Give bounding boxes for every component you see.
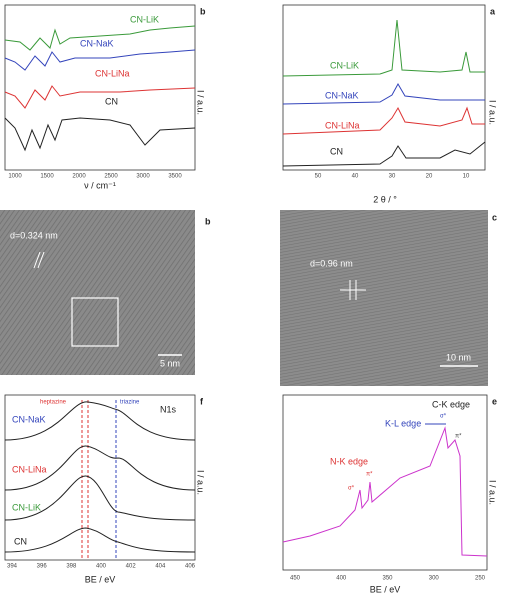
annotation: heptazine: [40, 400, 67, 406]
panel-letter: a: [490, 6, 496, 16]
x-axis-title: ν / cm⁻¹: [84, 180, 116, 190]
x-tick-label: 394: [7, 564, 18, 570]
x-tick-label: 3000: [136, 174, 150, 180]
curve: [4, 25, 196, 51]
panel-tem-left: d=0.324 nm 5 nm b: [0, 210, 211, 375]
x-tick-label: 350: [382, 576, 393, 582]
x-tick-label: 400: [96, 564, 107, 570]
x-tick-label: 400: [336, 576, 347, 582]
curve: [282, 106, 485, 135]
series-label: CN-LiK: [12, 502, 41, 512]
x-tick-label: 2500: [104, 174, 118, 180]
x-tick-label: 250: [475, 576, 486, 582]
curve: [282, 19, 485, 77]
curve: [4, 49, 196, 71]
x-ticks: 50 40 30 20 10: [315, 174, 470, 180]
series-label: CN-LiNa: [325, 120, 360, 130]
panel-tem-right: d=0.96 nm 10 nm c: [280, 210, 497, 386]
series-label: CN-NaK: [12, 414, 46, 424]
annotation: d=0.96 nm: [310, 258, 353, 268]
series-label: CN-LiNa: [95, 68, 130, 78]
panel-letter: b: [205, 216, 211, 226]
x-tick-label: 1000: [8, 174, 22, 180]
curve: [4, 445, 196, 491]
panel-xps: heptazine triazine N1s CN-NaK CN-LiNa CN…: [4, 394, 206, 584]
y-axis-title: I / a.u.: [488, 100, 498, 125]
annotation: π*: [455, 434, 462, 440]
panel-xanes: C-K edge σ* K-L edge π* N-K edge π* σ* e…: [282, 394, 498, 594]
annotation: N-K edge: [330, 456, 368, 466]
series-label: CN-LiK: [330, 60, 359, 70]
x-axis-title: 2 θ / °: [373, 194, 397, 204]
x-tick-label: 300: [429, 576, 440, 582]
x-ticks: 1000 1500 2000 2500 3000 3500: [8, 174, 182, 180]
axes-frame: [282, 394, 488, 571]
x-tick-label: 40: [352, 174, 359, 180]
curve: [282, 141, 486, 167]
axes-frame: [4, 4, 196, 171]
panel-letter: c: [492, 212, 497, 222]
tem-image: [280, 210, 488, 386]
annotation: N1s: [160, 404, 177, 414]
curve: [4, 401, 196, 441]
series-label: CN: [330, 146, 343, 156]
x-tick-label: 30: [389, 174, 396, 180]
inset-box: [71, 297, 119, 347]
series-label: CN-LiK: [130, 14, 159, 24]
tem-image: [0, 210, 195, 375]
x-tick-label: 450: [290, 576, 301, 582]
x-axis-title: BE / eV: [85, 574, 116, 584]
curve: [282, 426, 488, 557]
x-tick-label: 2000: [72, 174, 86, 180]
series-label: CN: [105, 96, 118, 106]
series-label: CN: [14, 536, 27, 546]
x-tick-label: 1500: [40, 174, 54, 180]
panel-ftir: CN-LiK CN-NaK CN-LiNa CN b I / a.u. ν / …: [4, 4, 206, 190]
x-ticks: 394 396 398 400 402 404 406: [7, 564, 196, 570]
series-label: CN-NaK: [325, 90, 359, 100]
panel-xrd: CN-LiK CN-NaK CN-LiNa CN a I / a.u. 2 θ …: [282, 4, 498, 204]
curve: [4, 527, 196, 553]
y-axis-title: I / a.u.: [488, 480, 498, 505]
x-tick-label: 50: [315, 174, 322, 180]
curve: [4, 85, 196, 109]
annotation: π*: [366, 472, 373, 478]
x-ticks: 450 400 350 300 250: [290, 576, 486, 582]
axes-frame: [282, 4, 486, 171]
panel-letter: f: [200, 396, 204, 406]
y-axis-title: I / a.u.: [196, 470, 206, 495]
x-tick-label: 3500: [168, 174, 182, 180]
annotation: d=0.324 nm: [10, 230, 58, 240]
scale-label: 10 nm: [446, 352, 471, 362]
annotation: σ*: [348, 486, 355, 492]
panel-letter: e: [492, 396, 497, 406]
series-label: CN-LiNa: [12, 464, 47, 474]
annotation: C-K edge: [432, 399, 470, 409]
fringe-mark: [33, 251, 41, 269]
x-tick-label: 402: [126, 564, 137, 570]
curve: [4, 475, 196, 521]
curve: [282, 82, 485, 105]
annotation: σ*: [440, 414, 447, 420]
x-tick-label: 20: [426, 174, 433, 180]
curve: [4, 117, 196, 152]
x-tick-label: 406: [185, 564, 196, 570]
series-label: CN-NaK: [80, 38, 114, 48]
axes-frame: [4, 394, 196, 561]
panel-letter: b: [200, 6, 206, 16]
x-tick-label: 404: [155, 564, 166, 570]
annotation: K-L edge: [385, 418, 421, 428]
scale-label: 5 nm: [160, 358, 180, 368]
x-tick-label: 398: [66, 564, 77, 570]
x-tick-label: 396: [37, 564, 48, 570]
fringe-mark: [37, 251, 45, 269]
x-axis-title: BE / eV: [370, 584, 401, 594]
annotation: triazine: [120, 400, 140, 406]
x-tick-label: 10: [463, 174, 470, 180]
y-axis-title: I / a.u.: [196, 90, 206, 115]
